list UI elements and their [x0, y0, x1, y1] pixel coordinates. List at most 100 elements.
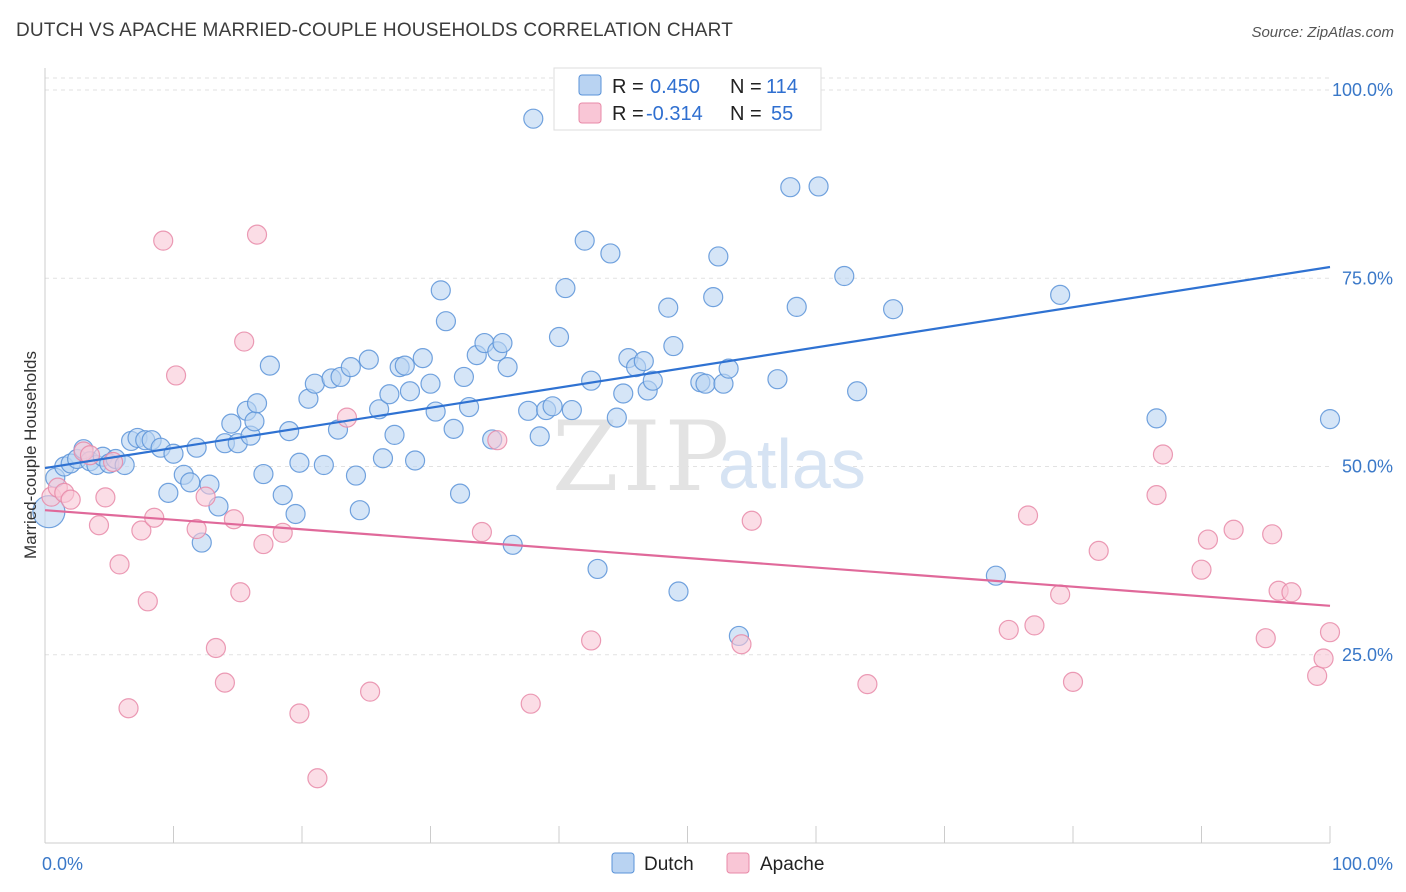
- apache-point-45: [1191, 559, 1212, 580]
- dutch-point-26: [221, 413, 242, 434]
- bottom-legend-swatch-dutch: [611, 852, 635, 874]
- dutch-point-50: [379, 384, 400, 405]
- apache-point-17: [195, 486, 216, 507]
- apache-point-41: [1062, 671, 1084, 692]
- apache-point-26: [289, 703, 310, 724]
- dutch-point-44: [340, 357, 361, 378]
- apache-point-43: [1146, 485, 1167, 506]
- dutch-point-17: [158, 482, 179, 503]
- apache-point-6: [88, 515, 110, 536]
- apache-point-34: [731, 634, 752, 655]
- dutch-point-69: [492, 332, 513, 354]
- apache-point-53: [1313, 648, 1334, 669]
- tick-labels: 100.0% 75.0% 50.0% 25.0% 0.0% 100.0%: [42, 80, 1393, 874]
- dutch-point-55: [404, 450, 426, 471]
- apache-point-32: [520, 693, 541, 714]
- dutch-point-110: [1146, 408, 1167, 429]
- dutch-point-31: [246, 393, 268, 414]
- dutch-point-78: [555, 277, 576, 299]
- apache-point-11: [131, 520, 152, 541]
- dutch-point-46: [349, 500, 370, 521]
- apache-point-28: [336, 407, 358, 428]
- dutch-point-102: [780, 177, 801, 198]
- dutch-point-84: [606, 407, 627, 428]
- x-tick-label-1: 100.0%: [1332, 854, 1393, 874]
- dutch-point-107: [882, 299, 904, 320]
- dutch-point-73: [523, 108, 544, 129]
- dutch-point-21: [186, 437, 207, 458]
- dutch-point-88: [633, 351, 654, 372]
- dutch-point-105: [834, 265, 855, 287]
- legend-r-apache: -0.314: [646, 103, 703, 125]
- legend-r-label-dutch: R =: [612, 76, 644, 98]
- apache-point-18: [205, 637, 227, 659]
- y-tick-label-1: 75.0%: [1342, 268, 1393, 288]
- dutch-point-53: [394, 355, 415, 376]
- dutch-point-40: [313, 454, 334, 476]
- bottom-legend-swatch-apache: [726, 852, 750, 874]
- apache-point-19: [214, 672, 235, 693]
- bottom-legend-dutch: Dutch: [644, 854, 694, 875]
- apache-point-44: [1152, 444, 1174, 465]
- apache-point-30: [471, 521, 492, 543]
- apache-point-33: [581, 630, 602, 651]
- apache-point-51: [1281, 582, 1302, 603]
- dutch-point-57: [420, 373, 441, 394]
- dutch-point-51: [384, 424, 405, 446]
- dutch-point-79: [561, 399, 582, 421]
- apache-point-24: [253, 533, 274, 555]
- apache-point-15: [165, 365, 187, 386]
- bottom-legend: Dutch Apache: [611, 852, 824, 875]
- legend-n-label-apache: N =: [730, 103, 762, 125]
- dutch-point-56: [412, 348, 433, 369]
- dutch-point-54: [399, 381, 421, 402]
- dutch-point-62: [449, 483, 471, 504]
- dutch-point-32: [253, 463, 274, 485]
- dutch-point-103: [786, 296, 807, 318]
- points: [32, 108, 1341, 789]
- dutch-point-33: [259, 355, 280, 376]
- apache-point-12: [137, 591, 158, 612]
- apache-point-36: [857, 674, 878, 695]
- apache-point-16: [186, 518, 207, 540]
- apache-point-54: [1319, 622, 1341, 643]
- apache-point-21: [230, 582, 251, 603]
- dutch-point-80: [574, 230, 595, 251]
- bottom-legend-apache: Apache: [760, 854, 824, 875]
- dutch-point-36: [285, 503, 306, 525]
- apache-point-29: [360, 681, 381, 702]
- y-tick-label-0: 100.0%: [1332, 80, 1393, 100]
- apache-point-14: [153, 230, 174, 251]
- dutch-point-96: [703, 287, 724, 308]
- legend-swatch-apache: [578, 102, 602, 124]
- dutch-point-61: [443, 418, 464, 439]
- dutch-point-106: [847, 381, 868, 402]
- dutch-point-111: [1319, 408, 1341, 430]
- dutch-point-60: [435, 311, 457, 332]
- dutch-point-82: [587, 558, 608, 580]
- apache-point-52: [1307, 665, 1328, 686]
- dutch-point-92: [663, 335, 684, 357]
- legend-n-label-dutch: N =: [730, 76, 762, 98]
- dutch-point-37: [289, 452, 310, 473]
- apache-point-39: [1024, 615, 1045, 636]
- dutch-point-93: [668, 581, 689, 602]
- apache-point-3: [60, 489, 81, 510]
- dutch-point-99: [718, 358, 739, 379]
- watermark-zip: ZIP: [552, 401, 733, 513]
- apache-point-31: [487, 430, 508, 451]
- dutch-point-39: [304, 373, 325, 394]
- dutch-point-91: [658, 297, 679, 318]
- dutch-point-95: [695, 373, 716, 394]
- legend-r-dutch: 0.450: [650, 76, 700, 98]
- chart-title: DUTCH VS APACHE MARRIED-COUPLE HOUSEHOLD…: [16, 20, 734, 41]
- trend-lines: [44, 265, 1331, 607]
- dutch-point-49: [372, 448, 394, 469]
- watermark-atlas: atlas: [718, 425, 866, 503]
- apache-point-23: [246, 224, 268, 245]
- apache-point-40: [1050, 584, 1071, 605]
- apache-point-46: [1197, 529, 1219, 550]
- dutch-point-45: [345, 465, 367, 486]
- watermark: ZIP atlas: [552, 401, 866, 513]
